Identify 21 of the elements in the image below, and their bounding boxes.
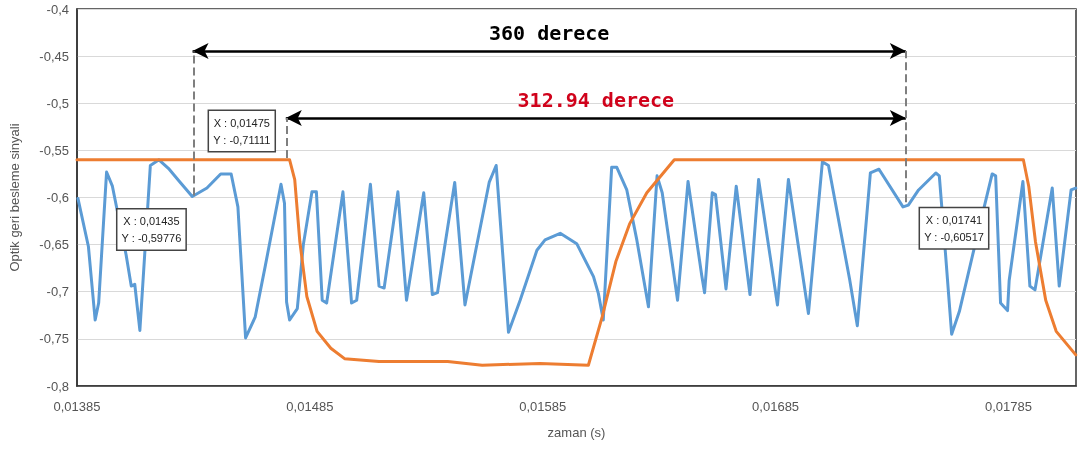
x-tick-label: 0,01485 (286, 399, 334, 414)
x-tick-label: 0,01785 (984, 399, 1032, 414)
y-tick-label: -0,7 (46, 284, 69, 300)
y-tick-label: -0,8 (46, 378, 69, 394)
y-tick-label: -0,5 (46, 95, 69, 111)
y-tick-label: -0,6 (46, 190, 69, 205)
annotation: X : 0,01435 Y : -0,59776 (121, 214, 182, 244)
y-axis-title: Optik geri besleme sinyali (7, 123, 22, 272)
y-tick-label: -0,45 (39, 48, 69, 64)
annotation: 312.94 derece (517, 88, 675, 112)
x-axis-title: zaman (s) (547, 425, 606, 440)
x-tick-label: 0,01585 (519, 399, 567, 414)
y-tick-label: -0,55 (39, 142, 69, 158)
y-tick-label: -0,4 (46, 1, 69, 17)
x-tick-label: 0,01385 (53, 399, 101, 414)
annotation: X : 0,01741 Y : -0,60517 (924, 213, 984, 243)
annotation: 360 derece (488, 21, 610, 45)
y-tick-label: -0,65 (39, 237, 69, 253)
x-tick-label: 0,01685 (752, 399, 800, 414)
annotation: X : 0,01475 Y : -0,71111 (213, 116, 271, 146)
y-tick-label: -0,75 (39, 331, 69, 347)
